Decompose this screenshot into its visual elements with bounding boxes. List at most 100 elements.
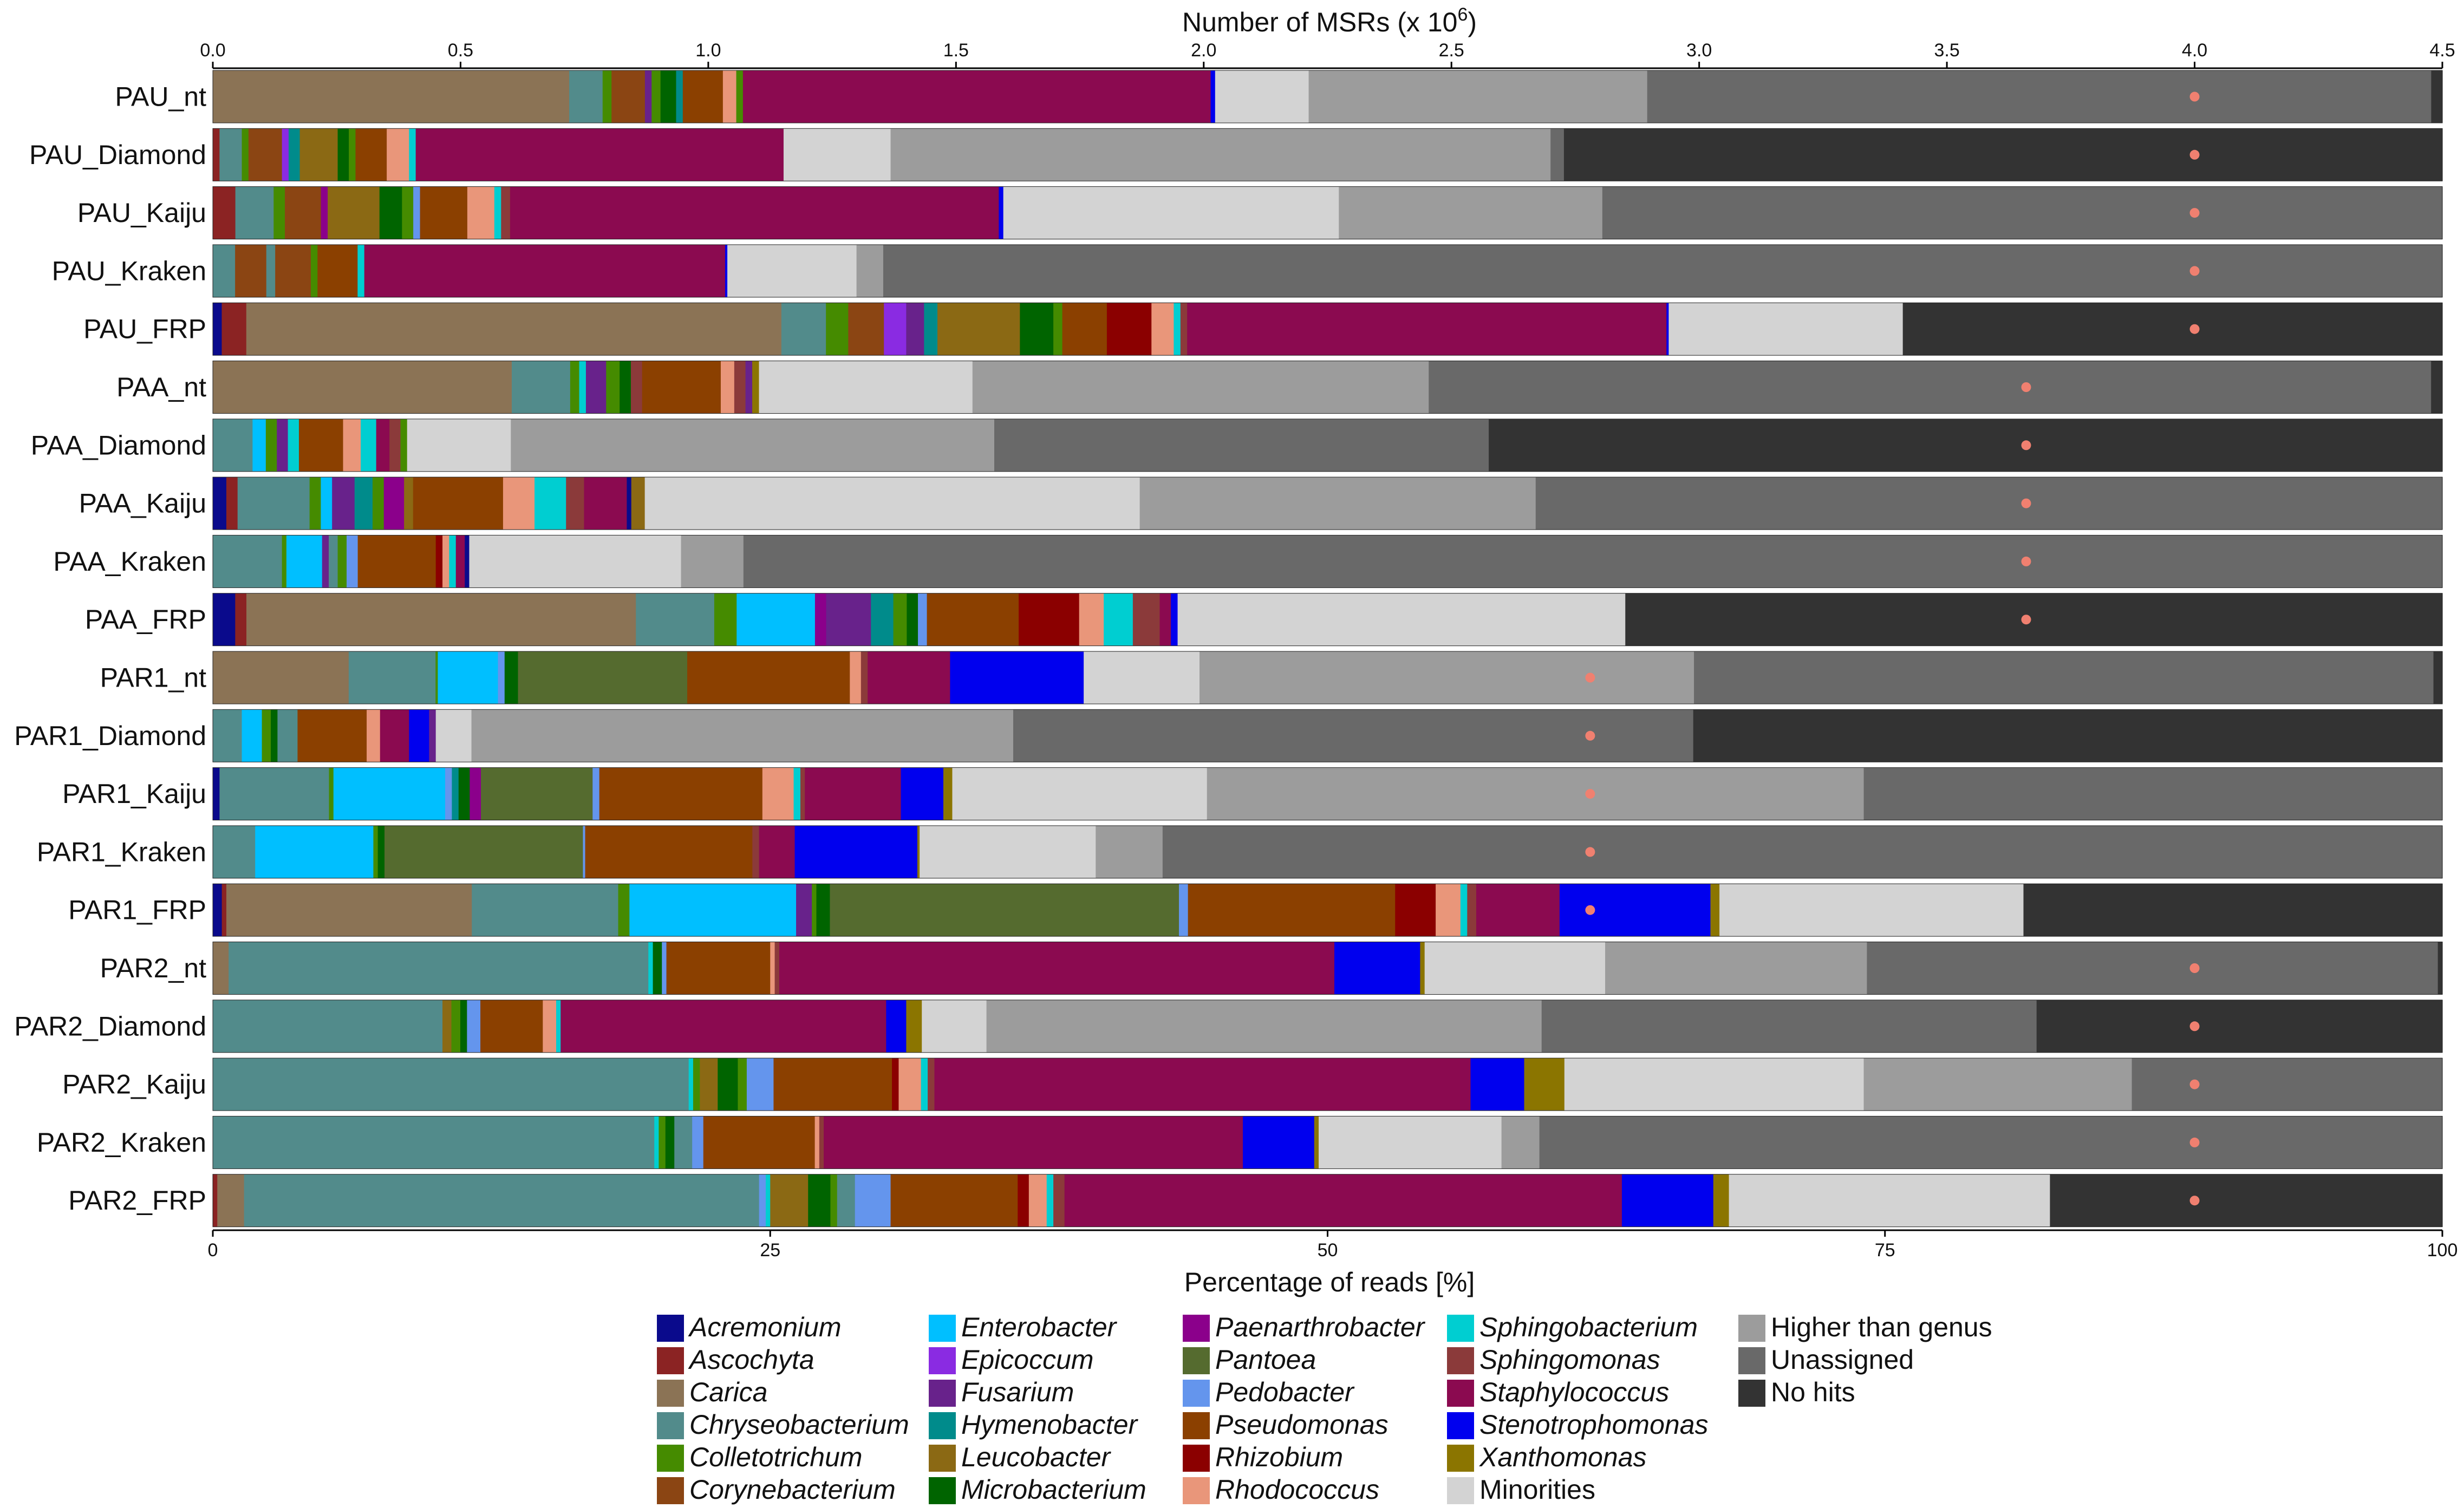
bar-pau-frp (212, 302, 2443, 356)
segment-fusarium (644, 70, 652, 123)
segment-colletotrichum (435, 651, 438, 704)
segment-rhodococcus (762, 767, 794, 820)
segment-no-hits (2437, 942, 2443, 995)
segment-stenotrophomonas (999, 186, 1004, 239)
legend-label: Paenarthrobacter (1215, 1312, 1426, 1342)
segment-hymenobacter (924, 303, 938, 356)
legend-swatch (1183, 1412, 1210, 1439)
top-tick-label: 1.0 (695, 40, 721, 61)
segment-corynebacterium (275, 244, 311, 297)
legend-label: Fusarium (961, 1377, 1074, 1407)
bar-outline (212, 534, 2443, 588)
legend-item-unassigned: Unassigned (1738, 1344, 1914, 1375)
top-axis-title-exponent: 6 (1457, 4, 1468, 25)
legend-item-ascochyta: Ascochyta (657, 1344, 814, 1375)
segment-chryseobacterium (213, 709, 243, 762)
segment-carica (226, 884, 472, 937)
segment-higher-than-genus (1207, 767, 1865, 820)
segment-minorities (1719, 884, 2024, 937)
legend-item-pseudomonas: Pseudomonas (1183, 1409, 1389, 1440)
segment-minorities (1564, 1058, 1865, 1111)
segment-microbacterium (660, 70, 677, 123)
segment-rhodococcus (543, 1000, 557, 1053)
segment-rhodococcus (503, 477, 535, 530)
segment-chryseobacterium (569, 70, 603, 123)
segment-pseudomonas (298, 419, 344, 472)
segment-no-hits (1693, 709, 2443, 762)
segment-higher-than-genus (1096, 825, 1163, 878)
segment-sphingomonas (1053, 1174, 1065, 1227)
segment-hymenobacter (871, 593, 894, 646)
sample-label: PAU_Kaiju (77, 198, 206, 228)
segment-colletotrichum (400, 419, 408, 472)
segment-staphylococcus (759, 825, 796, 878)
legend-swatch (1183, 1347, 1210, 1374)
bar-outline (212, 1057, 2443, 1111)
msr-marker (1585, 673, 1595, 683)
segment-chryseobacterium (266, 244, 276, 297)
segment-enterobacter (255, 825, 374, 878)
top-axis-title-close: ) (1468, 7, 1477, 37)
msr-marker (1585, 847, 1595, 857)
segment-unassigned (1535, 477, 2443, 530)
segment-unassigned (1162, 825, 2443, 878)
bar-outline (212, 70, 2443, 123)
msr-marker (2189, 1196, 2200, 1206)
segment-pseudomonas (1062, 303, 1107, 356)
segment-fusarium (826, 593, 871, 646)
segment-higher-than-genus (856, 244, 884, 297)
segment-xanthomonas (1524, 1058, 1565, 1111)
segment-chryseobacterium (837, 1174, 856, 1227)
msr-marker (1585, 730, 1595, 741)
legend-swatch (657, 1412, 684, 1439)
segment-ascochyta (226, 477, 238, 530)
segment-chryseobacterium (213, 244, 236, 297)
segment-pseudomonas (703, 1116, 816, 1169)
bar-paa-diamond (212, 419, 2443, 472)
segment-corynebacterium (248, 128, 283, 181)
legend-item-minorities: Minorities (1447, 1474, 1595, 1505)
legend-item-microbacterium: Microbacterium (929, 1474, 1146, 1505)
segment-staphylococcus (1476, 884, 1560, 937)
segment-staphylococcus (584, 477, 627, 530)
segment-minorities (1215, 70, 1309, 123)
bar-outline (212, 883, 2443, 937)
segment-pedobacter (498, 651, 505, 704)
segment-pseudomonas (480, 1000, 543, 1053)
segment-pedobacter (592, 767, 600, 820)
segment-chryseobacterium (781, 303, 826, 356)
top-tick-label: 4.5 (2429, 40, 2455, 61)
top-tick-label: 4.0 (2182, 40, 2207, 61)
legend-swatch (929, 1412, 956, 1439)
segment-leucobacter (770, 1174, 809, 1227)
legend-label: Leucobacter (961, 1442, 1112, 1472)
segment-ascochyta (221, 303, 247, 356)
sample-label: PAR2_Kaiju (62, 1069, 206, 1100)
sample-label: PAR2_FRP (68, 1185, 206, 1216)
legend-item-sphingomonas: Sphingomonas (1447, 1344, 1660, 1375)
legend-item-hymenobacter: Hymenobacter (929, 1409, 1138, 1440)
segment-minorities (1003, 186, 1339, 239)
segment-staphylococcus (934, 1058, 1471, 1111)
segment-higher-than-genus (511, 419, 995, 472)
segment-minorities (1084, 651, 1200, 704)
sample-label: PAA_Diamond (31, 430, 206, 460)
segment-acremonium (213, 767, 220, 820)
segment-corynebacterium (235, 244, 267, 297)
segment-unassigned (1647, 70, 2432, 123)
segment-staphylococcus (455, 535, 465, 588)
segment-colletotrichum (451, 1000, 461, 1053)
bar-outline (212, 1115, 2443, 1169)
legend-label: Corynebacterium (689, 1474, 896, 1505)
segment-unassigned (1694, 651, 2434, 704)
segment-enterobacter (736, 593, 816, 646)
segment-sphingomonas (566, 477, 585, 530)
segment-stenotrophomonas (1334, 942, 1420, 995)
segment-rhizobium (1019, 593, 1080, 646)
segment-sphingobacterium (648, 942, 654, 995)
legend-label: Microbacterium (961, 1474, 1146, 1505)
sample-label: PAU_Diamond (29, 140, 206, 170)
segment-corynebacterium (285, 186, 322, 239)
msr-marker (2189, 149, 2200, 160)
bottom-tick-label: 25 (760, 1240, 780, 1261)
